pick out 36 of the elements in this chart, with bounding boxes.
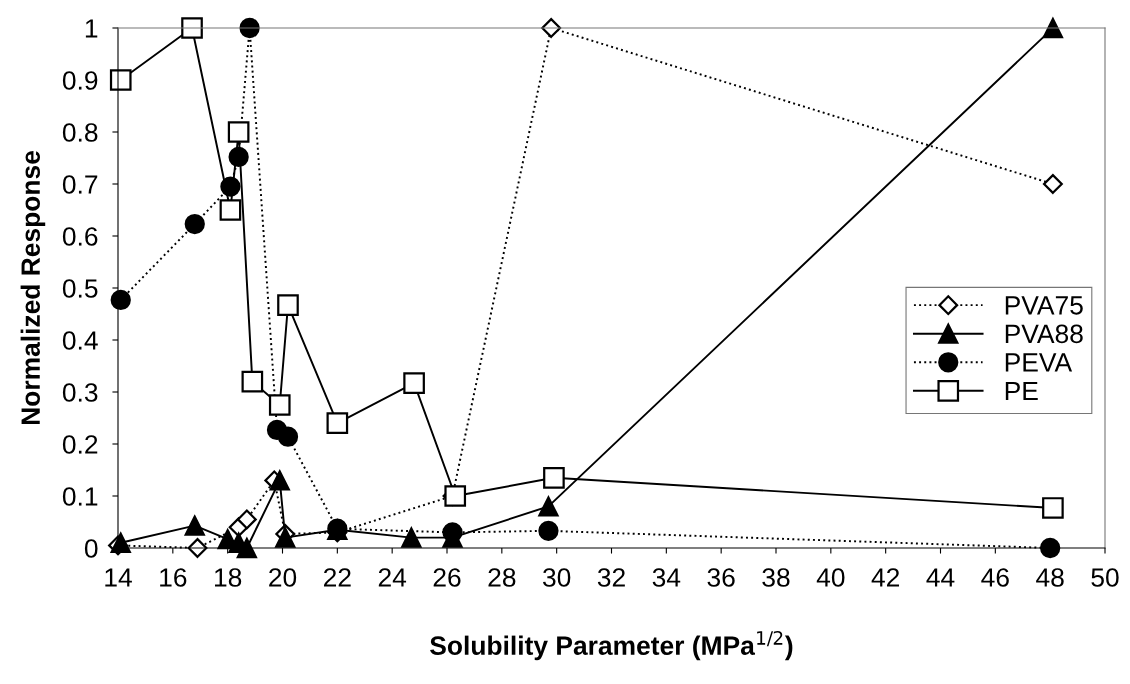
y-tick-label: 0 xyxy=(84,539,98,558)
y-tick-label: 0.1 xyxy=(62,487,98,506)
x-tick-label: 26 xyxy=(433,568,461,587)
y-tick-label: 0.6 xyxy=(62,227,98,246)
x-tick-label: 36 xyxy=(707,568,735,587)
x-tick-label: 40 xyxy=(816,568,845,587)
y-tick-label: 0.4 xyxy=(62,331,98,350)
y-tick-label: 0.3 xyxy=(62,383,98,402)
legend-label: PE xyxy=(1005,381,1038,401)
y-tick-label: 0.8 xyxy=(62,123,98,142)
x-tick-label: 32 xyxy=(597,568,625,587)
x-tick-label: 30 xyxy=(543,568,571,587)
y-tick-label: 0.7 xyxy=(62,175,98,194)
x-tick-label: 38 xyxy=(762,568,790,587)
x-tick-label: 22 xyxy=(323,568,351,587)
x-tick-label: 18 xyxy=(215,568,242,587)
y-axis-title: Normalized Response xyxy=(20,151,46,425)
y-tick-label: 0.5 xyxy=(62,279,98,298)
x-tick-label: 24 xyxy=(378,568,407,587)
x-tick-label: 46 xyxy=(981,568,1009,587)
x-tick-label: 34 xyxy=(652,568,681,587)
x-tick-label: 20 xyxy=(269,568,297,587)
x-tick-label: 14 xyxy=(105,568,132,587)
legend-label: PEVA xyxy=(1005,353,1073,372)
x-tick-label: 16 xyxy=(160,568,187,587)
x-tick-label: 48 xyxy=(1036,568,1064,587)
legend-label: PVA88 xyxy=(1005,324,1083,344)
x-tick-label: 42 xyxy=(871,568,900,587)
x-axis-title: Solubility Parameter (MPa$^{1/2}$) xyxy=(430,630,793,661)
y-tick-label: 1 xyxy=(85,19,98,38)
x-tick-label: 44 xyxy=(926,568,955,587)
x-tick-label: 50 xyxy=(1091,568,1119,587)
legend-label: PVA75 xyxy=(1005,296,1083,315)
y-tick-label: 0.2 xyxy=(62,435,98,454)
x-tick-label: 28 xyxy=(488,568,516,587)
y-tick-label: 0.9 xyxy=(62,71,98,90)
